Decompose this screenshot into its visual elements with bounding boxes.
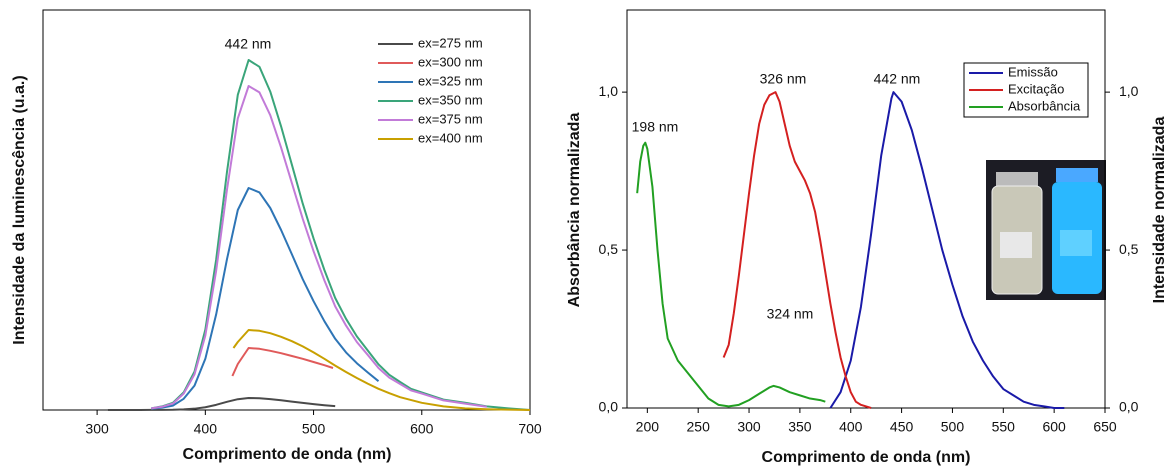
series-line <box>151 85 487 410</box>
x-tick-label: 400 <box>194 421 218 437</box>
legend-label: ex=400 nm <box>418 130 483 145</box>
x-tick-label: 700 <box>518 421 542 437</box>
plot-frame <box>42 9 531 411</box>
y2-tick-label: 1,0 <box>1119 83 1139 99</box>
x-tick-label: 600 <box>410 421 434 437</box>
vial-cap <box>1056 168 1098 182</box>
x-tick-label: 250 <box>687 419 711 435</box>
legend-label: Emissão <box>1008 64 1058 79</box>
series-line <box>829 91 1065 409</box>
x-tick-label: 500 <box>941 419 965 435</box>
x-axis-label: Comprimento de onda (nm) <box>762 449 971 466</box>
x-tick-label: 550 <box>992 419 1016 435</box>
plot-frame <box>626 9 1106 409</box>
x-tick-label: 300 <box>737 419 761 435</box>
y-tick-label: 0,0 <box>599 399 619 415</box>
y-axis-label: Absorbância normalizada <box>566 113 583 308</box>
legend-label: ex=300 nm <box>418 54 483 69</box>
series-line <box>722 91 872 409</box>
series-line <box>231 347 334 377</box>
y-tick-label: 0,5 <box>599 241 619 257</box>
legend-label: Excitação <box>1008 81 1064 96</box>
series-line <box>151 187 380 410</box>
y2-tick-label: 0,0 <box>1119 399 1139 415</box>
x-tick-label: 450 <box>890 419 914 435</box>
x-tick-label: 600 <box>1042 419 1066 435</box>
annotation: 442 nm <box>874 71 921 87</box>
x-tick-label: 300 <box>85 421 109 437</box>
series-line <box>232 329 531 411</box>
y-tick-label: 1,0 <box>599 83 619 99</box>
y-axis-label: Intensidade da luminescência (u.a.) <box>11 75 28 344</box>
legend-label: ex=275 nm <box>418 35 483 50</box>
legend-label: Absorbância <box>1008 98 1081 113</box>
legend-label: ex=375 nm <box>418 111 483 126</box>
x-axis-label: Comprimento de onda (nm) <box>183 446 392 463</box>
legend-frame <box>963 62 1089 118</box>
inset-photo <box>986 160 1106 300</box>
series-line <box>636 141 826 408</box>
legend-label: ex=325 nm <box>418 73 483 88</box>
x-tick-label: 400 <box>839 419 863 435</box>
y2-axis-label: Intensidade normalizada <box>1151 117 1168 304</box>
vial-cap <box>996 172 1038 186</box>
series-line <box>107 397 336 411</box>
vial-label <box>1000 232 1032 258</box>
x-tick-label: 200 <box>636 419 660 435</box>
annotation: 198 nm <box>632 119 679 135</box>
annotation: 324 nm <box>767 306 814 322</box>
vial-label <box>1060 230 1092 256</box>
legend-label: ex=350 nm <box>418 92 483 107</box>
y2-tick-label: 0,5 <box>1119 241 1139 257</box>
annotation: 326 nm <box>760 71 807 87</box>
x-tick-label: 350 <box>788 419 812 435</box>
annotation: 442 nm <box>225 36 272 52</box>
x-tick-label: 500 <box>302 421 326 437</box>
x-tick-label: 650 <box>1093 419 1117 435</box>
